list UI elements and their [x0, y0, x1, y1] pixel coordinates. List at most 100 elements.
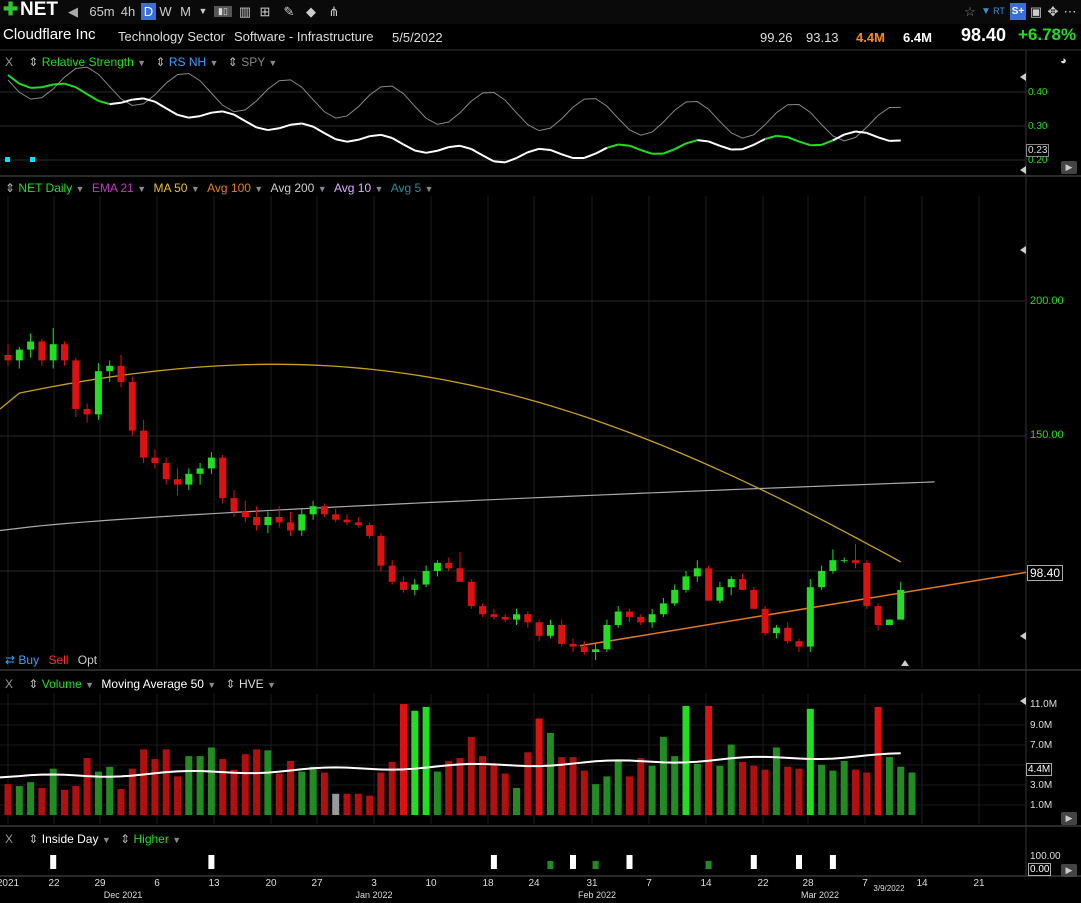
layout-icon[interactable]: ▥ [238, 4, 252, 19]
add-icon[interactable]: ✚ [3, 0, 19, 19]
price-dropdown-icon[interactable]: ▼ [75, 184, 85, 194]
avg5-dropdown-icon[interactable]: ▼ [424, 184, 434, 194]
interval-monthly[interactable]: M [180, 4, 191, 19]
volume-bar [320, 772, 328, 815]
hve-dropdown-icon[interactable]: ▼ [266, 680, 276, 690]
volume-ma-label[interactable]: Moving Average 50 [101, 677, 204, 691]
pin-icon[interactable]: ▼ [981, 6, 991, 17]
rs-dropdown-icon[interactable]: ▼ [137, 58, 147, 68]
study-avg100[interactable]: Avg 100 [207, 181, 251, 195]
more-icon[interactable]: ⋯ [1063, 4, 1077, 19]
rs-line-segment [312, 125, 325, 134]
inside-day-label[interactable]: Inside Day [41, 832, 99, 846]
rs-label[interactable]: Relative Strength [41, 55, 134, 69]
buy-button[interactable]: Buy [18, 653, 40, 667]
study-ema21[interactable]: EMA 21 [91, 181, 134, 195]
hve-sort-icon[interactable]: ⇕ [225, 677, 236, 691]
rs-line-segment [30, 86, 42, 89]
pencil-icon[interactable]: ✎ [283, 4, 295, 19]
rs-sort-icon[interactable]: ⇕ [28, 55, 39, 69]
study-avg200[interactable]: Avg 200 [270, 181, 315, 195]
inside-day-marker [796, 855, 802, 869]
share-icon[interactable]: ⋔ [328, 4, 340, 19]
candle-body [829, 560, 837, 571]
megaphone-icon[interactable]: ◀ [68, 4, 78, 19]
x-label: 3 [371, 878, 377, 889]
eraser-icon[interactable]: ◆ [306, 4, 316, 19]
interval-daily[interactable]: D [141, 3, 156, 20]
spy-dropdown-icon[interactable]: ▼ [268, 58, 278, 68]
inside-sort-icon[interactable]: ⇕ [28, 832, 39, 846]
chart-type-icon[interactable]: ▮▯ [214, 6, 232, 17]
spy-label[interactable]: SPY [241, 55, 265, 69]
ema21-dropdown-icon[interactable]: ▼ [137, 184, 147, 194]
interval-65m[interactable]: 65m [89, 4, 115, 19]
inside-current-value: 0.00 [1028, 863, 1052, 876]
hve-label[interactable]: HVE [238, 677, 264, 691]
study-avg5[interactable]: Avg 5 [390, 181, 422, 195]
candle-body [275, 517, 283, 523]
volume-bar [693, 763, 701, 815]
inside-scroll-right-icon[interactable]: ▶ [1061, 864, 1077, 877]
rsnh-sort-icon[interactable]: ⇕ [155, 55, 166, 69]
ma50-dropdown-icon[interactable]: ▼ [190, 184, 200, 194]
volume-label[interactable]: Volume [41, 677, 82, 691]
higher-dropdown-icon[interactable]: ▼ [172, 835, 182, 845]
volume-bar [83, 758, 91, 815]
interval-weekly[interactable]: W [159, 4, 172, 19]
rt-label[interactable]: RT [993, 6, 1005, 16]
avg10-dropdown-icon[interactable]: ▼ [374, 184, 384, 194]
volume-dropdown-icon[interactable]: ▼ [85, 680, 95, 690]
volume-bar [433, 771, 441, 815]
symbol-label[interactable]: NET [20, 0, 58, 20]
volume-bar [648, 765, 656, 815]
sector-label[interactable]: Technology Sector [118, 29, 225, 44]
palette-icon[interactable]: ◕ [1060, 55, 1067, 67]
volume-sort-icon[interactable]: ⇕ [28, 677, 39, 691]
rsnh-dropdown-icon[interactable]: ▼ [209, 58, 219, 68]
volume-ma-line [0, 752, 901, 779]
x-label: 7 [646, 878, 652, 889]
volume-close-button[interactable]: X [5, 677, 14, 691]
rs-line-segment [278, 123, 291, 130]
study-avg10[interactable]: Avg 10 [333, 181, 372, 195]
candle-body [727, 579, 735, 588]
interval-4h[interactable]: 4h [120, 4, 136, 19]
rs-scroll-right-icon[interactable]: ▶ [1061, 161, 1077, 174]
move-icon[interactable]: ✥ [1047, 4, 1059, 19]
s-plus-icon[interactable]: S+ [1010, 3, 1026, 20]
candle-body [219, 457, 227, 499]
axis-scroll-up-icon [1020, 246, 1026, 254]
sell-button[interactable]: Sell [48, 653, 69, 667]
higher-label[interactable]: Higher [133, 832, 169, 846]
interval-dropdown-icon[interactable]: ▼ [198, 6, 208, 16]
settings-grid-icon[interactable]: ⊞ [259, 4, 271, 19]
save-icon[interactable]: ▣ [1029, 4, 1043, 19]
avg100-dropdown-icon[interactable]: ▼ [254, 184, 264, 194]
rs-scroll-up-icon [1020, 73, 1026, 81]
options-button[interactable]: Opt [77, 653, 98, 667]
candle-body [501, 616, 509, 620]
volume-ma-dropdown-icon[interactable]: ▼ [207, 680, 217, 690]
candle-body [377, 535, 385, 566]
ma50-line [0, 363, 902, 563]
star-icon[interactable]: ☆ [964, 4, 976, 19]
spy-sort-icon[interactable]: ⇕ [227, 55, 238, 69]
volume-bar [411, 710, 419, 815]
industry-label[interactable]: Software - Infrastructure [234, 29, 374, 44]
inside-close-button[interactable]: X [5, 832, 14, 846]
rs-close-button[interactable]: X [5, 55, 14, 69]
price-panel-label[interactable]: NET Daily [18, 181, 73, 195]
price-sort-icon[interactable]: ⇕ [5, 181, 16, 195]
higher-sort-icon[interactable]: ⇕ [120, 832, 131, 846]
avg200-dropdown-icon[interactable]: ▼ [317, 184, 327, 194]
vol-scroll-right-icon[interactable]: ▶ [1061, 812, 1077, 825]
candle-body [897, 589, 905, 620]
study-ma50[interactable]: MA 50 [153, 181, 188, 195]
inside-dropdown-icon[interactable]: ▼ [101, 835, 111, 845]
trade-icon[interactable]: ⇄ [5, 653, 16, 667]
candle-body [580, 646, 588, 652]
candle-body [772, 627, 780, 634]
rsnh-label[interactable]: RS NH [168, 55, 207, 69]
